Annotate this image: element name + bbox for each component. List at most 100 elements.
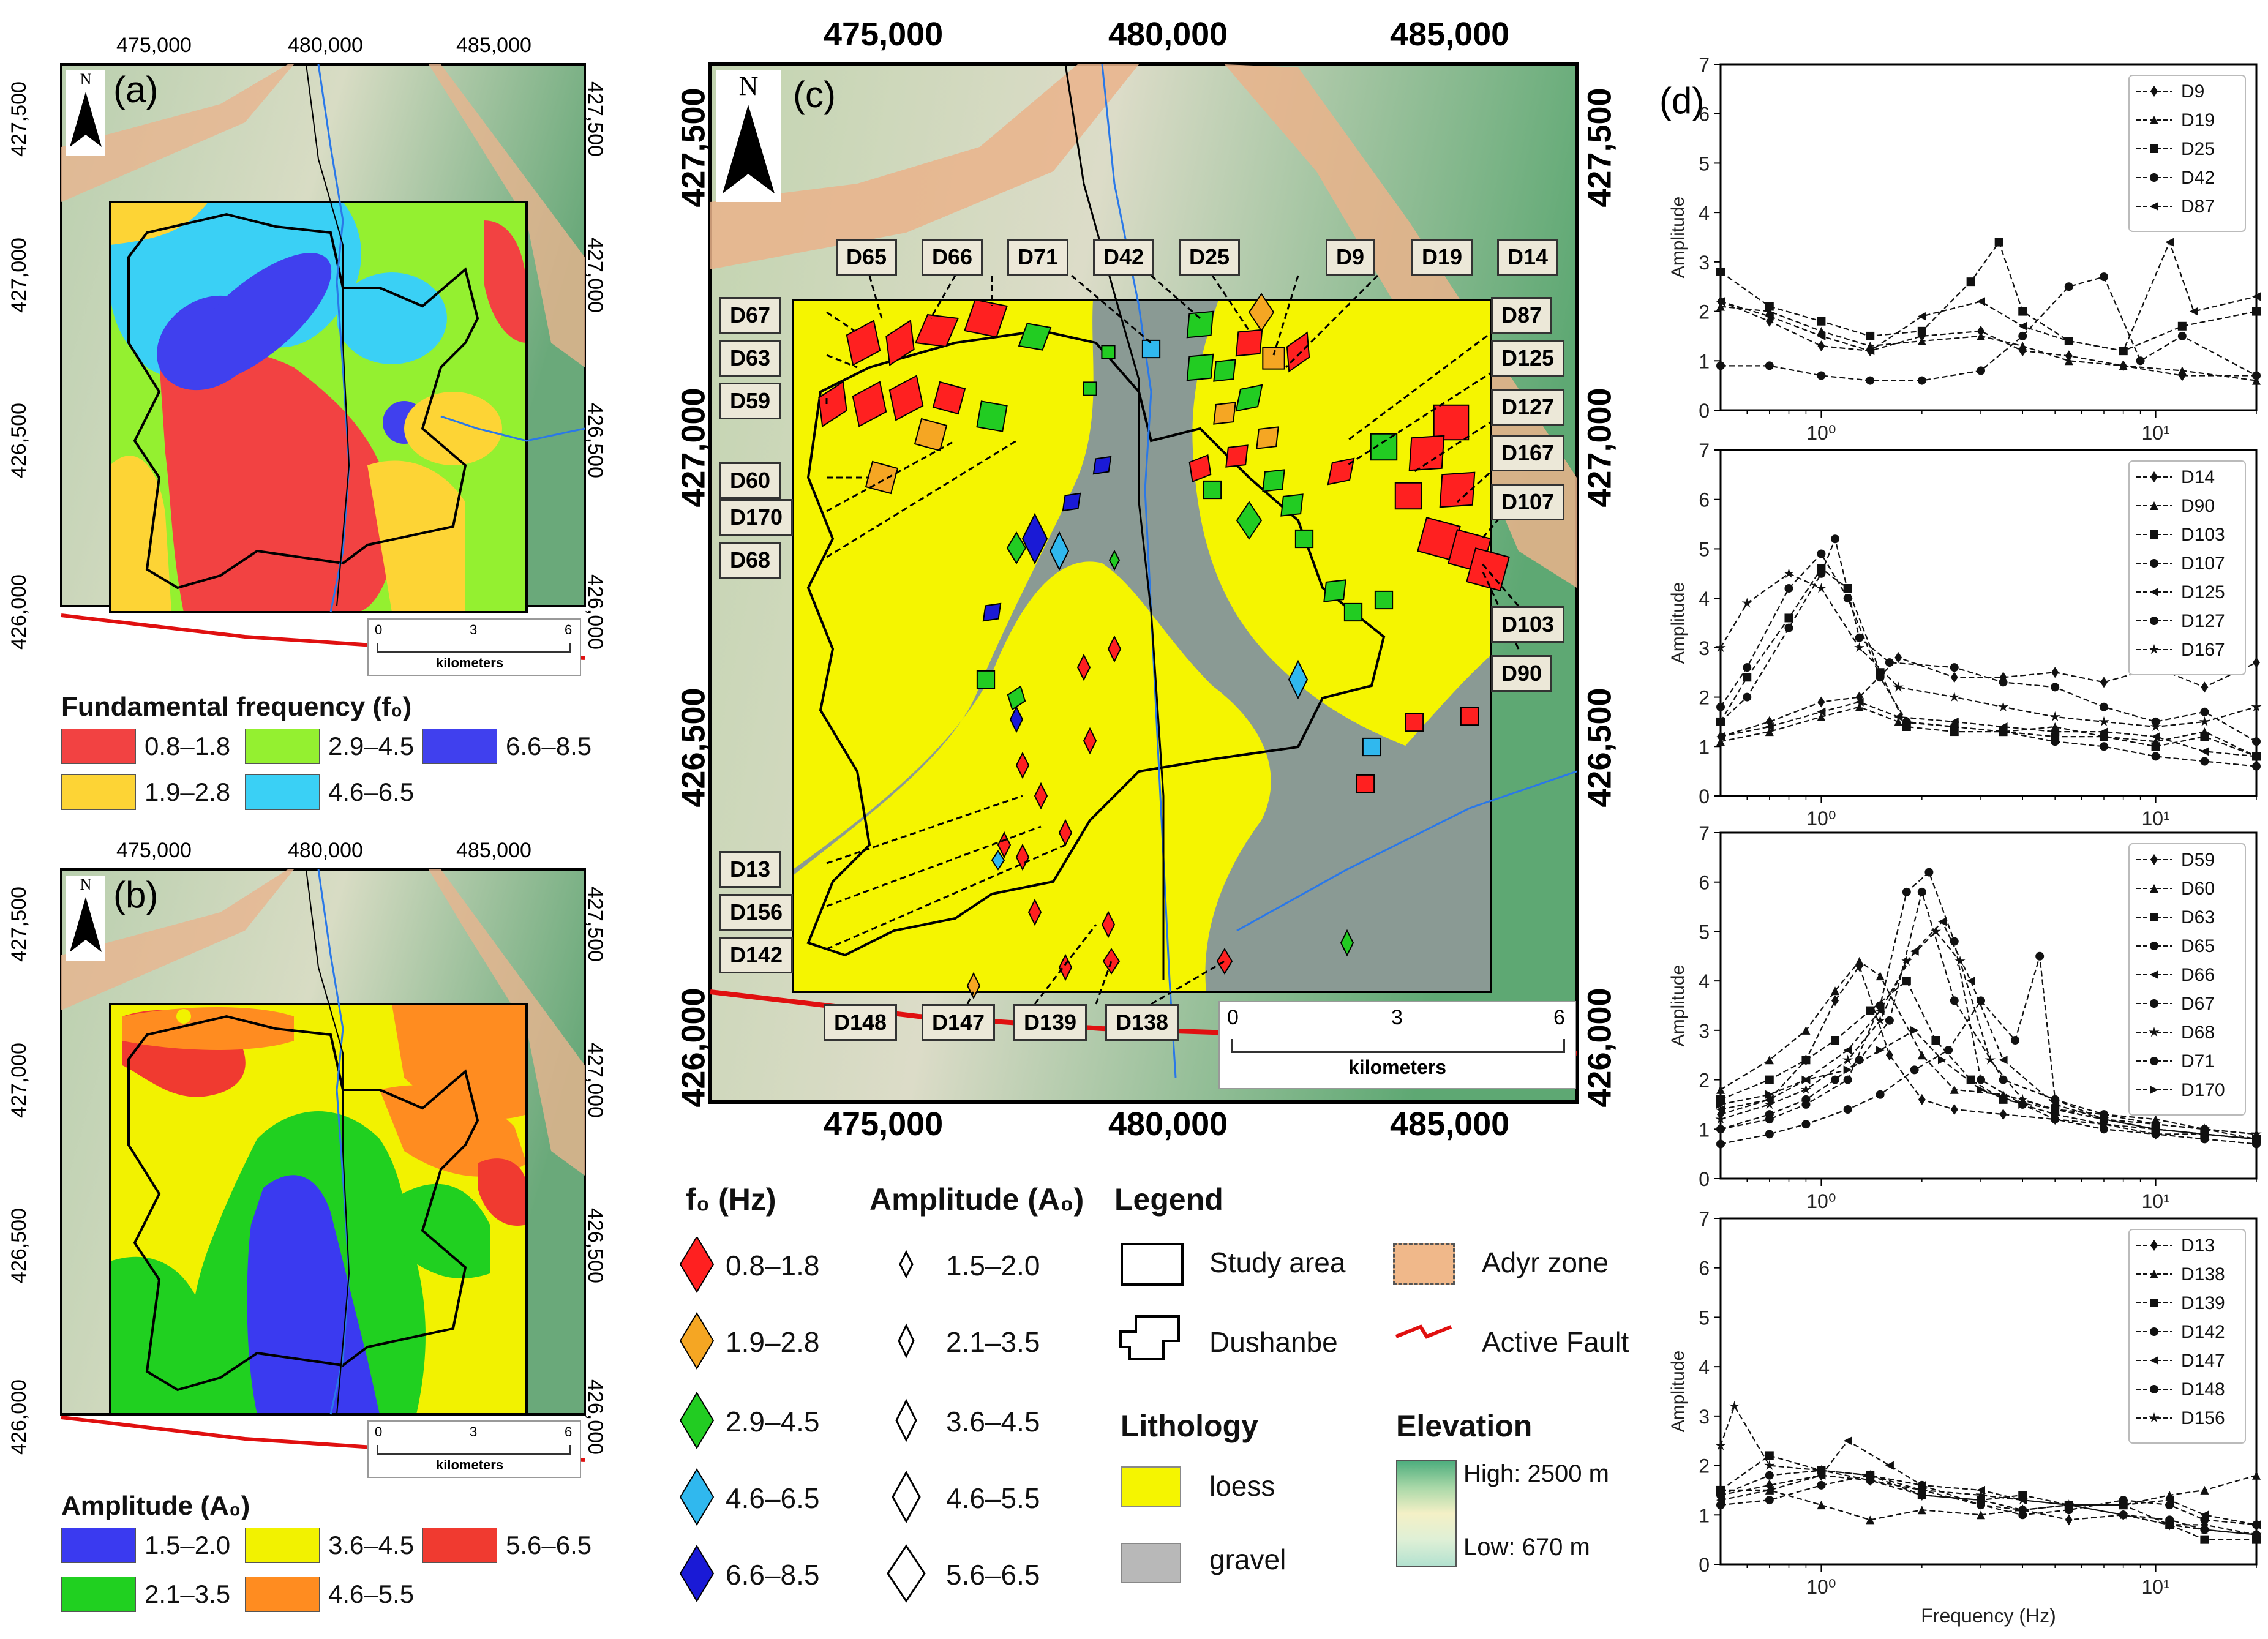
series-point-D42	[2064, 282, 2073, 291]
series-point-D167	[1854, 642, 1865, 653]
scale-tick-1: 3	[1391, 1006, 1403, 1029]
scale-tick-1: 3	[470, 1424, 478, 1439]
series-point-D14	[1950, 672, 1958, 683]
site-marker	[1188, 454, 1212, 483]
site-label-bottom: D148	[824, 1004, 898, 1041]
series-point-D25	[1866, 331, 1875, 340]
site-marker	[1007, 685, 1026, 711]
site-label-left: D63	[719, 340, 781, 377]
legend-marker	[2150, 173, 2158, 182]
series-line-D142	[1720, 1469, 2257, 1536]
series-point-D87	[1817, 331, 1826, 340]
loess-symbol	[1121, 1466, 1181, 1507]
lithology-title: Lithology	[1121, 1409, 1258, 1443]
site-label-right: D87	[1491, 297, 1553, 334]
site-marker	[852, 381, 887, 427]
chart-legend	[2128, 75, 2246, 232]
series-point-D68	[1842, 1054, 1853, 1065]
site-marker	[1101, 910, 1116, 939]
site-label-bottom: D147	[922, 1004, 996, 1041]
series-point-D125	[2099, 727, 2108, 737]
series-point-D9	[1765, 315, 1773, 327]
site-marker	[1216, 948, 1233, 975]
legend-label: D13	[2181, 1236, 2215, 1256]
panel-b-map	[60, 868, 586, 1462]
panel-c-xtick-1: 480,000	[1108, 16, 1228, 53]
adyr-zone	[710, 64, 1139, 269]
amp-item: 3.6–4.5	[946, 1406, 1040, 1438]
site-marker	[1370, 433, 1398, 461]
series-point-D170	[1937, 1056, 1947, 1065]
dushanbe-boundary	[127, 212, 479, 590]
series-point-D156	[1715, 1440, 1726, 1450]
series-point-D138	[1977, 1510, 1986, 1520]
adyr-zone-east	[429, 64, 585, 367]
series-point-D67	[1910, 1065, 1919, 1075]
legend-marker	[2150, 1086, 2158, 1094]
series-point-D127	[1876, 673, 1885, 682]
y-tick-label: 4	[1699, 970, 1710, 992]
series-point-D87	[2018, 321, 2027, 331]
series-point-D167	[2251, 701, 2262, 711]
series-point-D14	[2051, 667, 2059, 678]
legend-label: D60	[2181, 879, 2215, 899]
site-marker	[1006, 531, 1027, 564]
series-point-D42	[2177, 331, 2187, 340]
series-point-D42	[1917, 376, 1926, 385]
series-point-D87	[2165, 238, 2174, 247]
panel-c-ytick-2: 426,500	[675, 688, 712, 808]
x-tick-label: 10¹	[2141, 808, 2169, 830]
series-point-D71	[1716, 1125, 1725, 1134]
series-point-D59	[1999, 1109, 2007, 1120]
legend-a: Fundamental frequency (f₀) 0.8–1.8 2.9–4…	[61, 692, 612, 827]
y-axis-label: Amplitude	[1668, 1351, 1688, 1432]
study-area-label: Study area	[1209, 1247, 1346, 1278]
adyr-zone	[61, 64, 294, 202]
panel-a-map	[60, 63, 586, 660]
elevation-high: High: 2500 m	[1463, 1460, 1609, 1487]
panel-c-xtick-b1: 480,000	[1108, 1106, 1228, 1142]
series-point-D66	[1999, 1056, 2008, 1065]
dushanbe-label: Dushanbe	[1209, 1326, 1338, 1358]
series-point-D167	[1715, 642, 1726, 653]
elevation-title: Elevation	[1396, 1409, 1533, 1443]
series-point-D59	[1831, 995, 1839, 1007]
site-marker	[1034, 782, 1048, 810]
panel-a-ytick-2: 426,500	[7, 403, 31, 478]
series-point-D42	[1977, 366, 1986, 375]
series-point-D63	[1931, 1036, 1940, 1045]
series-point-D59	[1918, 1093, 1926, 1105]
series-point-D13	[2065, 1514, 2073, 1526]
series-point-D156	[2063, 1499, 2075, 1510]
series-line-D67	[1720, 956, 2257, 1145]
series-point-D156	[2164, 1519, 2175, 1529]
series-point-D68	[2017, 1093, 2028, 1105]
legend-label: D66	[2181, 965, 2215, 985]
series-point-D107	[1950, 663, 1959, 672]
series-point-D87	[2252, 292, 2261, 301]
series-point-D107	[1784, 623, 1793, 632]
legend-marker	[2150, 942, 2158, 950]
series-point-D170	[2051, 1110, 2060, 1119]
legend-label: D103	[2181, 525, 2225, 545]
legend-marker	[2150, 1299, 2158, 1307]
site-label-right: D107	[1491, 484, 1565, 520]
x-tick-label: 10⁰	[1806, 422, 1836, 444]
series-point-D139	[2200, 1535, 2209, 1544]
panel-a-ytick-r1: 427,000	[583, 238, 607, 313]
north-arrow: N	[66, 70, 105, 156]
series-point-D107	[1817, 569, 1826, 578]
y-tick-label: 3	[1699, 252, 1710, 274]
amp-item: 1.5–2.0	[946, 1250, 1040, 1281]
site-marker	[966, 972, 981, 1000]
series-point-D68	[1715, 1114, 1726, 1124]
series-line-D139	[1720, 1455, 2256, 1540]
legend-b-item: 3.6–4.5	[245, 1528, 414, 1563]
amp-diamond	[887, 1544, 926, 1603]
series-point-D138	[1917, 1506, 1926, 1515]
series-point-D68	[1875, 1015, 1886, 1025]
series-point-D90	[1894, 717, 1903, 726]
legend-marker	[2149, 644, 2160, 654]
site-marker	[1439, 471, 1476, 508]
series-line-D138	[1721, 1474, 2257, 1521]
